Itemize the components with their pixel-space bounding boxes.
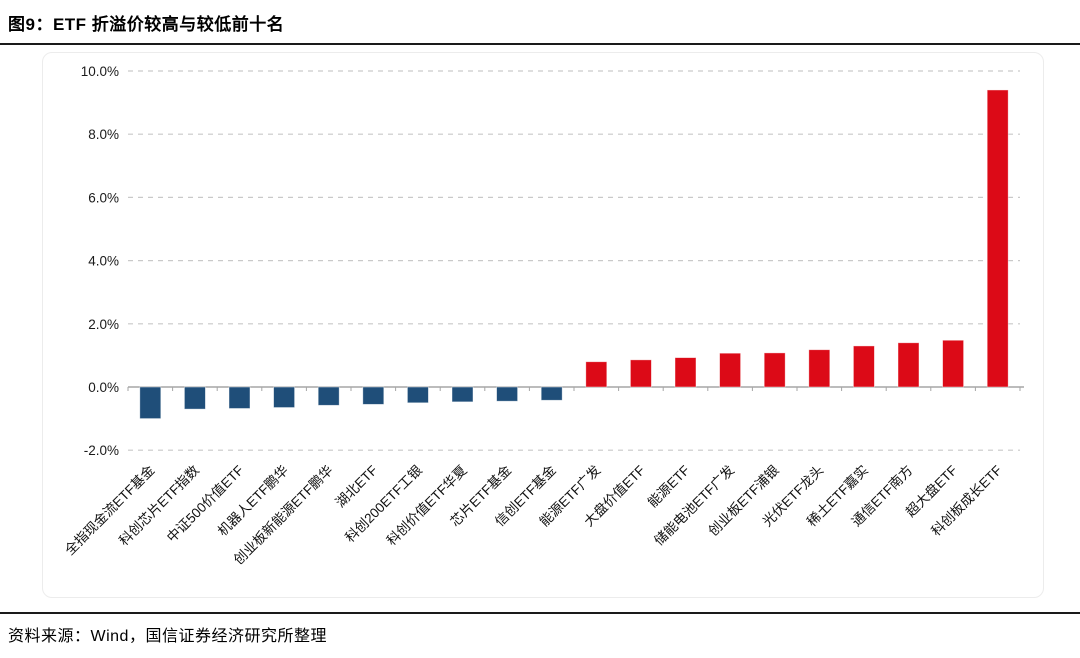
y-axis-tick-label: 10.0% xyxy=(81,64,119,79)
bar xyxy=(897,342,920,388)
y-axis-tick-label: 0.0% xyxy=(88,380,119,395)
title-divider xyxy=(0,43,1080,45)
bar xyxy=(630,359,652,388)
bar xyxy=(585,361,608,388)
y-axis-tick-label: 2.0% xyxy=(88,317,119,332)
y-axis-tick-label: 8.0% xyxy=(88,127,119,142)
bar xyxy=(540,386,563,401)
footer-divider xyxy=(0,612,1080,614)
bar xyxy=(496,386,519,402)
x-axis-category-label: 储能电池ETF广发 xyxy=(651,462,737,548)
bar xyxy=(853,345,875,388)
bar xyxy=(763,352,786,388)
bar xyxy=(451,386,474,403)
bar xyxy=(808,349,831,388)
chart-panel: 10.0% 8.0% 6.0% 4.0% 2.0% 0.0% -2.0% 全指现金流ETF基金… xyxy=(42,52,1044,598)
x-axis-category-label: 科创200ETF工银 xyxy=(342,462,425,545)
source-note: 资料来源：Wind，国信证券经济研究所整理 xyxy=(8,628,327,645)
bar xyxy=(317,386,340,406)
y-axis-tick-label: 6.0% xyxy=(88,190,119,205)
x-axis-category-label: 科创芯片ETF指数 xyxy=(116,462,202,548)
bar xyxy=(139,386,162,420)
bar xyxy=(183,386,206,410)
bar xyxy=(986,89,1009,388)
bar xyxy=(942,339,964,388)
bar xyxy=(406,386,429,404)
x-axis-category-label: 科创价值ETF华夏 xyxy=(384,462,470,548)
bar xyxy=(273,386,296,408)
bar xyxy=(362,386,385,405)
bar xyxy=(719,352,741,388)
y-axis-tick-label: 4.0% xyxy=(88,254,119,269)
etf-premium-discount-bar-chart: 10.0%8.0%6.0%4.0%2.0%0.0%-2.0%全指现金流ETF基金… xyxy=(61,64,1024,568)
y-axis-tick-label: -2.0% xyxy=(84,443,119,458)
bar xyxy=(228,386,251,409)
figure-title: 图9：ETF 折溢价较高与较低前十名 xyxy=(8,15,285,34)
bar xyxy=(674,357,697,388)
x-axis-category-label: 中证500价值ETF xyxy=(164,463,247,546)
